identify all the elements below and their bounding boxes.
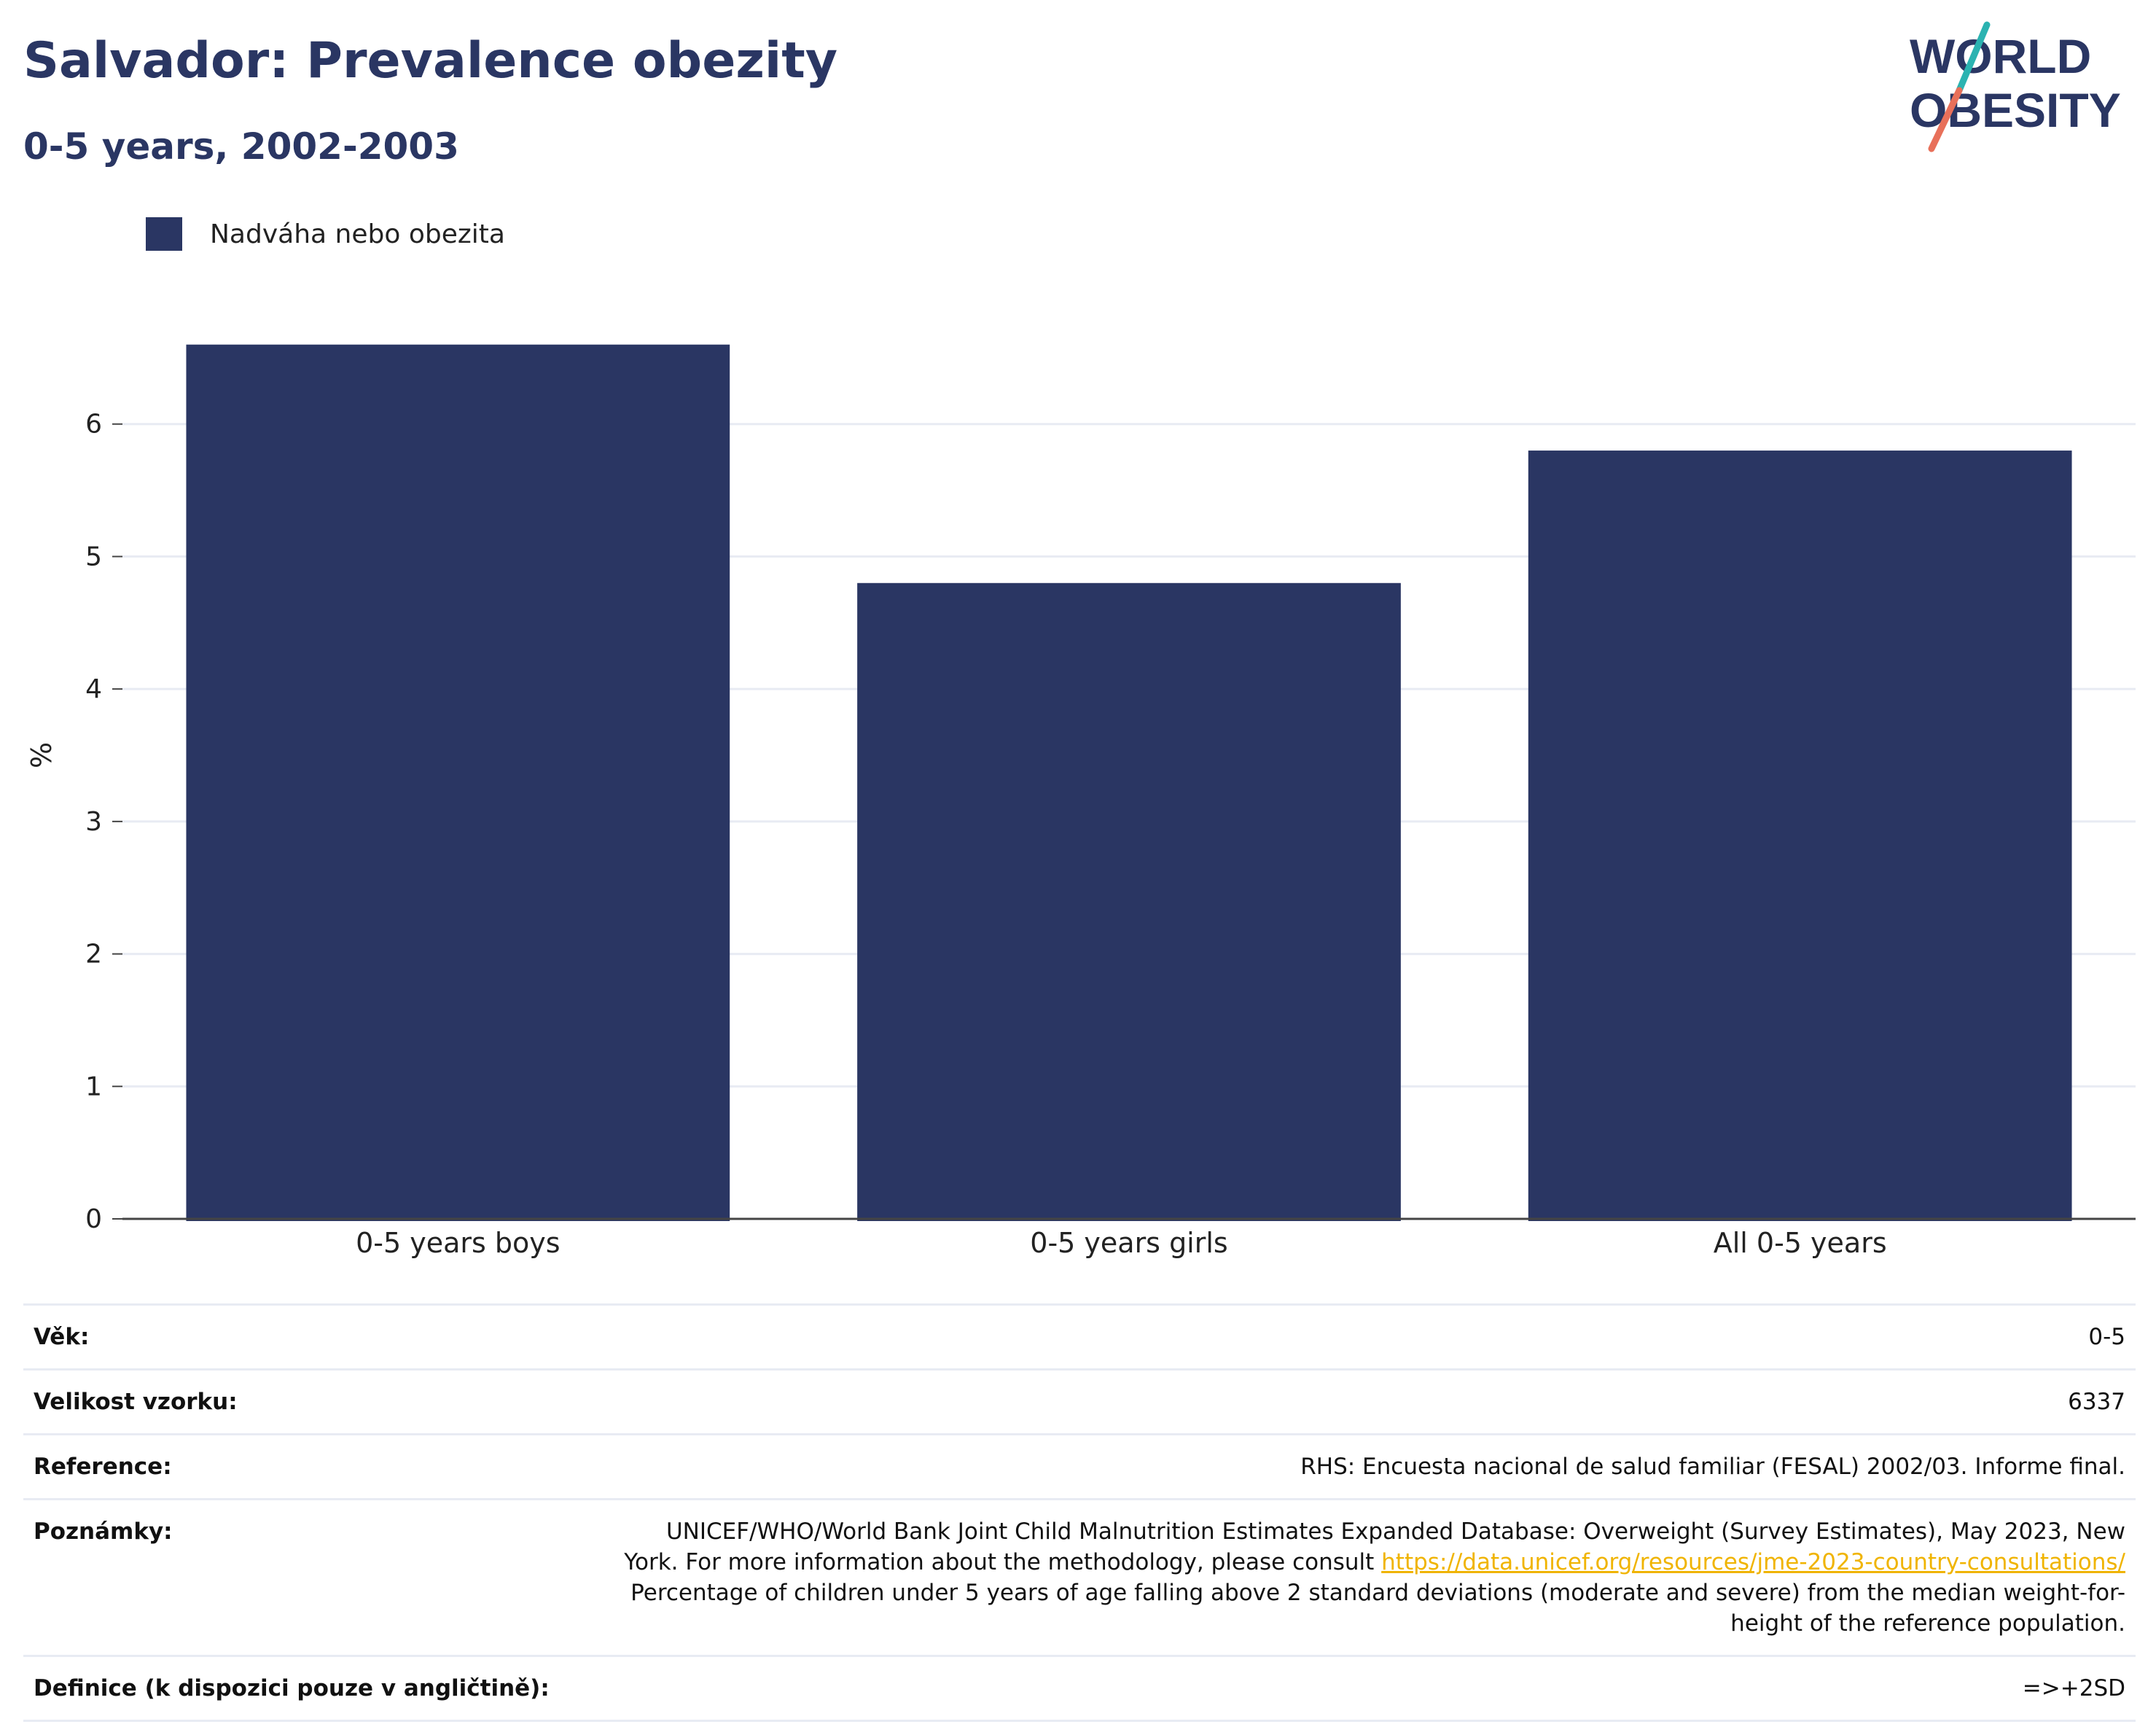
y-tick-label: 1 xyxy=(85,1072,102,1102)
y-tick-label: 6 xyxy=(85,410,102,440)
reference-value: RHS: Encuesta nacional de salud familiar… xyxy=(1300,1454,2125,1480)
y-tick-label: 4 xyxy=(85,674,102,704)
y-tick-label: 5 xyxy=(85,542,102,572)
x-tick-label: All 0-5 years xyxy=(1714,1227,1887,1259)
logo-line1: WORLD xyxy=(1910,29,2091,83)
legend[interactable]: Nadváha nebo obezita xyxy=(146,217,505,251)
bar-chart: 0 1 2 3 4 5 6% 0-5 years boys 0-5 years girls All… xyxy=(26,344,2136,1259)
chart-subtitle: 0-5 years, 2002-2003 xyxy=(23,125,459,168)
sample-label: Velikost vzorku: xyxy=(34,1389,238,1415)
x-tick-label: 0-5 years boys xyxy=(356,1227,560,1259)
logo-slash-coral xyxy=(1928,87,1963,152)
y-tick-label: 2 xyxy=(85,940,102,970)
logo-slash-teal xyxy=(1956,21,1991,94)
world-obesity-logo: WORLD OBESITY xyxy=(1910,21,2121,152)
legend-swatch xyxy=(146,217,182,251)
y-tick-label: 0 xyxy=(85,1204,102,1234)
reference-label: Reference: xyxy=(34,1454,172,1480)
info-row-reference: Reference: RHS: Encuesta nacional de sal… xyxy=(23,1433,2136,1498)
y-tick-label: 3 xyxy=(85,807,102,837)
sample-value: 6337 xyxy=(2068,1389,2125,1415)
age-value: 0-5 xyxy=(2088,1324,2125,1350)
info-row-age: Věk: 0-5 xyxy=(23,1303,2136,1368)
age-label: Věk: xyxy=(34,1324,90,1350)
notes-text-2: Percentage of children under 5 years of … xyxy=(630,1580,2125,1637)
bar xyxy=(186,344,730,1221)
info-table: Věk: 0-5 Velikost vzorku: 6337 Reference… xyxy=(23,1303,2136,1722)
x-tick-label: 0-5 years girls xyxy=(1030,1227,1227,1259)
notes-label: Poznámky: xyxy=(34,1518,173,1545)
bar xyxy=(1528,451,2072,1221)
notes-value: UNICEF/WHO/World Bank Joint Child Malnut… xyxy=(624,1516,2125,1639)
definition-label: Definice (k dispozici pouze v angličtině… xyxy=(34,1675,550,1701)
notes-link[interactable]: https://data.unicef.org/resources/jme-20… xyxy=(1381,1549,2125,1575)
info-row-sample: Velikost vzorku: 6337 xyxy=(23,1368,2136,1433)
bar xyxy=(857,582,1401,1221)
info-row-notes: Poznámky: UNICEF/WHO/World Bank Joint Ch… xyxy=(23,1498,2136,1655)
y-axis-label: % xyxy=(26,742,58,768)
chart-title: Salvador: Prevalence obezity xyxy=(23,32,838,90)
notes-text-1: UNICEF/WHO/World Bank Joint Child Malnut… xyxy=(624,1518,2125,1575)
info-row-definition: Definice (k dispozici pouze v angličtině… xyxy=(23,1655,2136,1722)
legend-label: Nadváha nebo obezita xyxy=(210,219,505,249)
definition-value: =>+2SD xyxy=(2022,1675,2125,1701)
